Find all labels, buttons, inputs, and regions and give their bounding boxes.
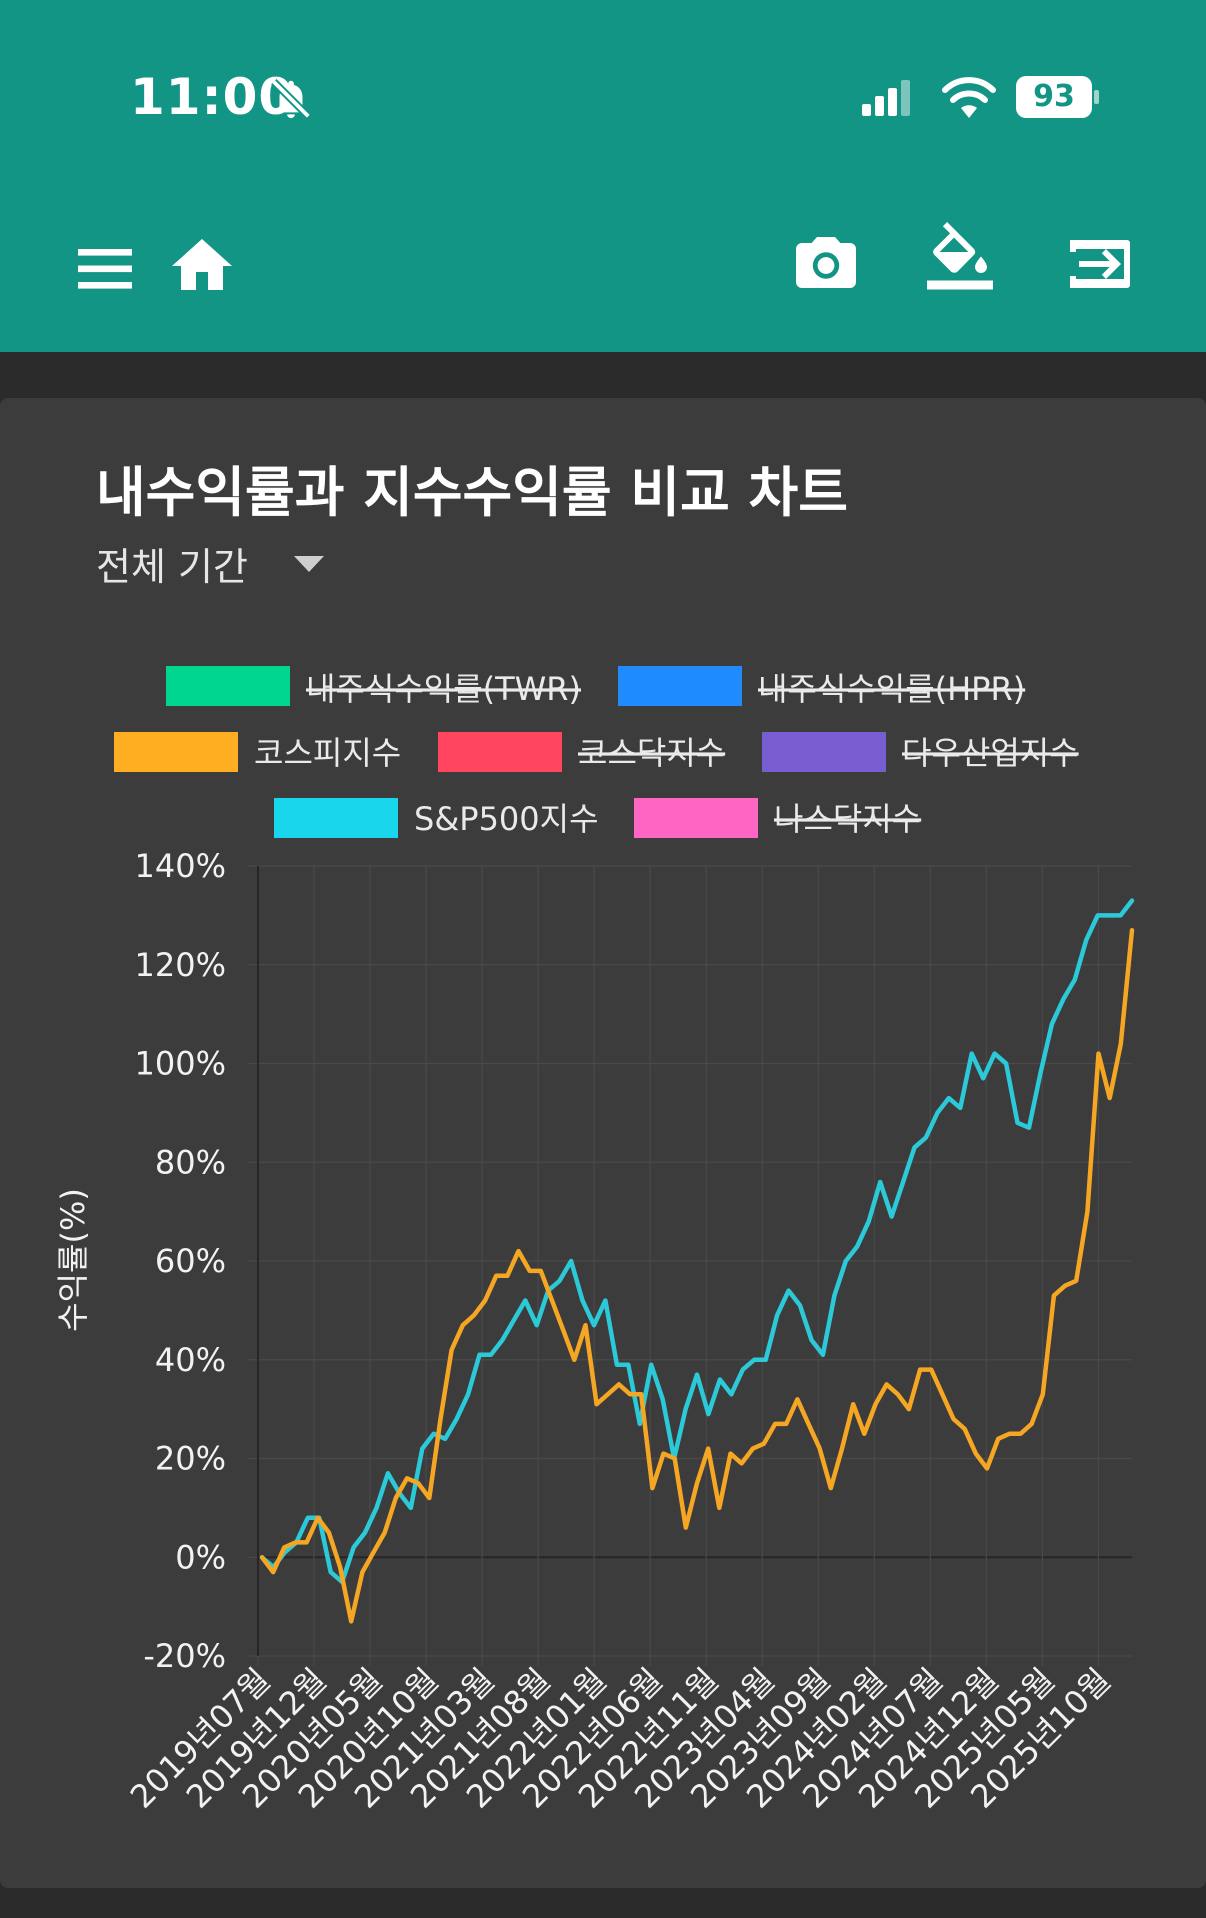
legend-swatch (114, 732, 238, 772)
y-tick-label: 140% (135, 847, 226, 885)
y-axis-label: 수익률(%) (54, 1188, 92, 1332)
app-header (0, 0, 1206, 352)
battery-icon (1016, 76, 1099, 118)
bell-off-icon (271, 79, 311, 119)
legend-label: 내주식수익률(HPR) (758, 670, 1025, 708)
comparison-line-chart: 내주식수익률(TWR) 내주식수익률(HPR) 코스피지수 코스닥지수 다우산업지수 S&… (54, 666, 1135, 1816)
y-tick-label: 60% (155, 1242, 226, 1280)
y-tick-label: 0% (175, 1538, 226, 1576)
home-icon[interactable] (166, 230, 238, 302)
kospi-line (259, 927, 1135, 1624)
legend-swatch (618, 666, 742, 706)
card-title: 내수익률과 지수수익률 비교 차트 (96, 461, 848, 524)
legend-nasdaq[interactable]: 나스닥지수 (634, 798, 921, 838)
legend-label: 코스닥지수 (578, 734, 725, 772)
legend-dow[interactable]: 다우산업지수 (762, 732, 1079, 772)
y-tick-label: -20% (143, 1637, 226, 1675)
y-tick-label: 20% (155, 1440, 226, 1478)
login-icon[interactable] (1064, 228, 1136, 300)
chart-legend: 내주식수익률(TWR) 내주식수익률(HPR) 코스피지수 코스닥지수 다우산업지수 S&… (114, 666, 1079, 838)
chart-grid (248, 865, 1132, 1666)
legend-kospi[interactable]: 코스피지수 (114, 732, 401, 772)
legend-twr[interactable]: 내주식수익률(TWR) (166, 666, 581, 708)
y-tick-label: 120% (135, 946, 226, 984)
period-select[interactable]: 전체 기간 (96, 545, 248, 589)
battery-level: 93 (1033, 79, 1075, 114)
legend-swatch (634, 798, 758, 838)
legend-hpr[interactable]: 내주식수익률(HPR) (618, 666, 1025, 708)
camera-icon[interactable] (790, 228, 862, 300)
status-time: 11:00 (130, 68, 295, 126)
legend-swatch (762, 732, 886, 772)
menu-icon[interactable] (72, 234, 144, 306)
y-tick-label: 100% (135, 1045, 226, 1083)
y-tick-label: 40% (155, 1341, 226, 1379)
legend-label: 나스닥지수 (774, 800, 921, 838)
wifi-icon (942, 77, 996, 118)
chart-card (0, 398, 1206, 1888)
chart-lines (259, 898, 1135, 1624)
legend-swatch (274, 798, 398, 838)
paint-bucket-icon[interactable] (924, 222, 996, 294)
chevron-down-icon[interactable] (294, 556, 324, 574)
legend-kosdaq[interactable]: 코스닥지수 (438, 732, 725, 772)
legend-sp500[interactable]: S&P500지수 (274, 798, 599, 838)
sp500-line (259, 898, 1135, 1585)
legend-swatch (166, 666, 290, 706)
legend-label: 다우산업지수 (902, 734, 1079, 772)
x-axis-ticks: 2019년07월2019년12월2020년05월2020년10월2021년03월… (123, 1661, 1118, 1816)
y-axis-ticks: 140% 120% 100% 80% 60% 40% 20% 0% -20% (135, 847, 226, 1675)
legend-label: 내주식수익률(TWR) (306, 670, 581, 708)
legend-label: S&P500지수 (414, 800, 599, 838)
legend-label: 코스피지수 (254, 734, 401, 772)
signal-icon (862, 80, 910, 116)
legend-swatch (438, 732, 562, 772)
y-tick-label: 80% (155, 1143, 226, 1181)
